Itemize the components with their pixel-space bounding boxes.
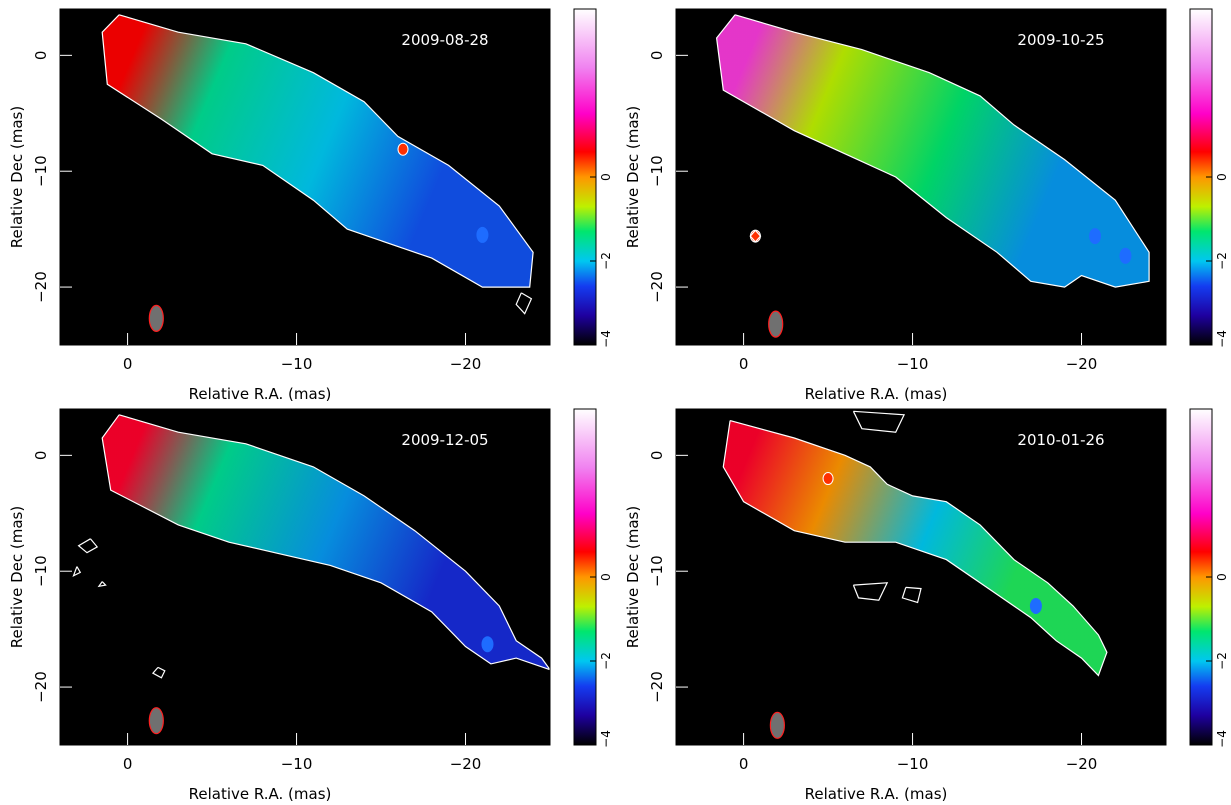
y-tick-label: 0	[648, 451, 666, 461]
y-tick-label: 0	[648, 51, 666, 61]
x-tick-label: −20	[1066, 355, 1098, 373]
contour-line	[72, 566, 82, 578]
colorbar-tick-label: −4	[1215, 730, 1229, 748]
y-tick-label: −10	[648, 555, 666, 587]
x-axis-title: Relative R.A. (mas)	[189, 385, 332, 403]
hot-spot	[822, 472, 834, 486]
x-tick-label: 0	[123, 355, 133, 373]
colorbar-tick-label: 0	[1215, 173, 1229, 181]
y-tick-label: −20	[32, 271, 50, 303]
colorbar-tick-label: −4	[1215, 330, 1229, 348]
y-axis-title: Relative Dec (mas)	[624, 106, 642, 248]
colorbar-tick-label: −2	[599, 652, 613, 670]
y-tick-label: −10	[32, 155, 50, 187]
hot-spot	[397, 142, 409, 156]
contour-line	[852, 582, 889, 601]
x-tick-label: −10	[281, 355, 313, 373]
y-tick-label: −20	[32, 671, 50, 703]
colorbar-tick-label: −2	[1215, 252, 1229, 270]
x-tick-label: −20	[450, 755, 482, 773]
x-tick-label: −10	[281, 755, 313, 773]
contour-line	[749, 229, 762, 243]
y-tick-label: 0	[32, 51, 50, 61]
y-tick-label: −20	[648, 271, 666, 303]
beam-ellipse	[148, 707, 164, 735]
jet-emission	[723, 420, 1107, 676]
x-tick-label: 0	[739, 355, 749, 373]
colorbar-tick-label: −4	[599, 330, 613, 348]
beam-ellipse	[768, 310, 784, 338]
jet-emission	[716, 14, 1150, 288]
epoch-label: 2009-08-28	[401, 31, 488, 49]
colorbar-tick-label: 0	[599, 573, 613, 581]
plot-frame	[675, 408, 1167, 746]
contour-line	[101, 414, 552, 671]
y-tick-label: −20	[648, 671, 666, 703]
contour-line	[715, 14, 1150, 288]
jet-emission	[102, 414, 550, 670]
y-tick-label: −10	[648, 155, 666, 187]
jet-emission	[102, 14, 534, 288]
x-tick-label: 0	[123, 755, 133, 773]
contour-line	[852, 410, 906, 433]
colorbar-tick-label: 0	[1215, 573, 1229, 581]
colorbar-tick-label: −2	[1215, 652, 1229, 670]
colorbar-tick-label: 0	[599, 173, 613, 181]
x-tick-label: −10	[897, 755, 929, 773]
epoch-label: 2009-10-25	[1017, 31, 1104, 49]
beam-ellipse	[769, 711, 785, 739]
jet-knot-blob	[481, 636, 494, 653]
x-tick-label: −20	[450, 355, 482, 373]
contour-line	[97, 581, 107, 588]
x-tick-label: −20	[1066, 755, 1098, 773]
hot-spot	[749, 229, 761, 243]
jet-knot-blob	[476, 226, 489, 243]
contour-line	[901, 586, 922, 604]
plot-frame	[59, 408, 551, 746]
jet-knot-blob	[1119, 247, 1132, 264]
colorbar-tick-label: −2	[599, 252, 613, 270]
y-tick-label: −10	[32, 555, 50, 587]
x-tick-label: −10	[897, 355, 929, 373]
contour-line	[77, 538, 99, 554]
colorbar-tick-label: −4	[599, 730, 613, 748]
plot-frame	[59, 8, 551, 346]
epoch-label: 2009-12-05	[401, 431, 488, 449]
x-axis-title: Relative R.A. (mas)	[805, 385, 948, 403]
contour-line	[101, 14, 534, 288]
plot-frame	[675, 8, 1167, 346]
jet-knot-blob	[1089, 228, 1102, 245]
y-tick-label: 0	[32, 451, 50, 461]
contour-line	[515, 292, 533, 315]
y-axis-title: Relative Dec (mas)	[8, 506, 26, 648]
y-axis-title: Relative Dec (mas)	[8, 106, 26, 248]
jet-knot-blob	[1029, 597, 1042, 614]
contour-line	[151, 666, 166, 679]
beam-ellipse	[148, 304, 164, 332]
x-axis-title: Relative R.A. (mas)	[805, 785, 948, 803]
y-axis-title: Relative Dec (mas)	[624, 506, 642, 648]
epoch-label: 2010-01-26	[1017, 431, 1104, 449]
contour-line	[722, 420, 1108, 677]
x-tick-label: 0	[739, 755, 749, 773]
x-axis-title: Relative R.A. (mas)	[189, 785, 332, 803]
